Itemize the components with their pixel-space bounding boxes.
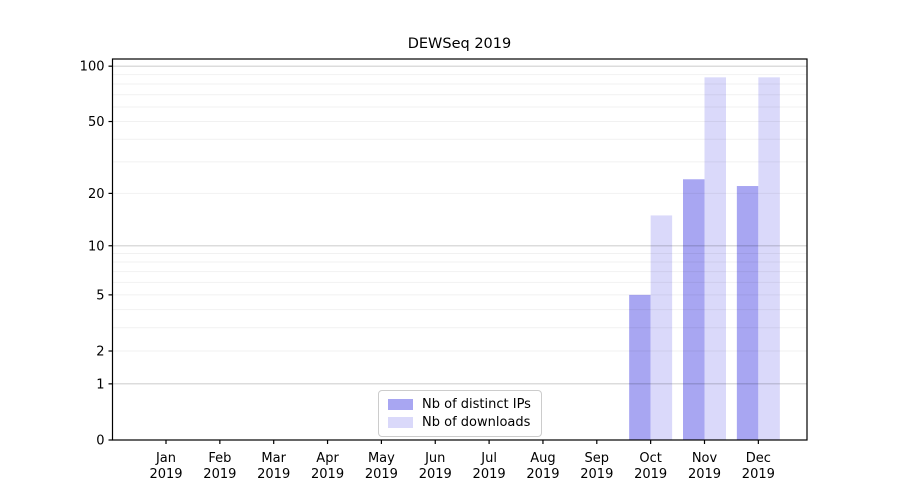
x-tick-label-month: Feb [208,451,231,466]
x-tick-label-year: 2019 [365,467,398,482]
bar-nb-of-distinct-ips-oct [629,294,651,440]
y-tick-label: 5 [96,288,104,303]
x-tick-label-year: 2019 [526,467,559,482]
y-tick-label: 50 [88,115,105,130]
x-tick-label-month: Jan [155,451,176,466]
x-tick-label-month: Aug [530,451,555,466]
x-tick-label-month: Oct [639,451,661,466]
x-tick-label-month: Apr [316,451,339,466]
x-tick-label-year: 2019 [419,467,452,482]
y-tick-label: 2 [96,345,104,360]
x-tick-label-year: 2019 [688,467,721,482]
bar-nb-of-downloads-nov [704,77,726,440]
legend: Nb of distinct IPs Nb of downloads [378,390,542,437]
legend-item-nb-of-distinct-ips: Nb of distinct IPs [388,397,531,412]
bar-nb-of-downloads-oct [650,215,673,440]
y-tick-label: 20 [88,187,105,202]
legend-label: Nb of distinct IPs [422,397,531,412]
x-tick-label-month: May [368,451,395,466]
x-tick-label-month: Mar [261,451,286,466]
plot-border [111,58,808,441]
y-tick-label: 10 [88,239,105,254]
bar-nb-of-downloads-dec [758,77,780,440]
x-tick-label-year: 2019 [580,467,613,482]
x-tick-label-month: Nov [692,451,718,466]
bar-nb-of-distinct-ips-dec [736,186,759,440]
chart-title: DEWSeq 2019 [407,36,512,52]
x-tick-label-year: 2019 [149,467,182,482]
x-tick-label-year: 2019 [311,467,344,482]
y-tick-label: 0 [96,434,104,449]
legend-swatch-nb-of-downloads [388,417,413,428]
y-tick-label: 1 [96,377,104,392]
x-tick-label-month: Jul [480,451,497,466]
x-tick-label-year: 2019 [634,467,667,482]
x-tick-label-month: Sep [585,451,610,466]
y-tick-label: 100 [80,60,105,75]
x-tick-label-year: 2019 [203,467,236,482]
bar-nb-of-distinct-ips-nov [683,179,705,440]
x-tick-label-year: 2019 [473,467,506,482]
x-tick-label-month: Dec [746,451,771,466]
legend-label: Nb of downloads [422,415,531,430]
x-tick-label-year: 2019 [257,467,290,482]
x-tick-label-month: Jun [424,451,445,466]
legend-swatch-nb-of-distinct-ips [388,399,413,410]
x-tick-label-year: 2019 [742,467,775,482]
legend-item-nb-of-downloads: Nb of downloads [388,415,531,430]
